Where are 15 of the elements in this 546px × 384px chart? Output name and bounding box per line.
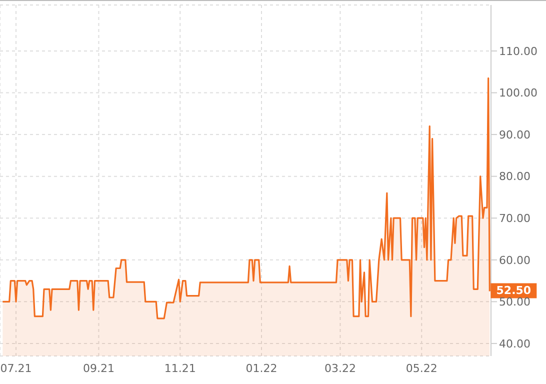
y-tick-label: 70.00: [499, 212, 530, 226]
annotation: 52.50: [496, 284, 532, 298]
y-tick-label: 60.00: [499, 254, 530, 267]
x-tick-label: 01.22: [246, 362, 278, 375]
y-tick-label: 40.00: [499, 337, 530, 350]
x-tick-label: 07.21: [0, 362, 32, 375]
y-tick-label: 90.00: [499, 128, 530, 142]
y-tick-label: 80.00: [499, 170, 530, 184]
y-tick-label: 100.00: [499, 86, 538, 100]
y-tick-label: 50.00: [499, 296, 530, 309]
y-tick-label: 110.00: [499, 44, 538, 58]
x-tick-label: 03.22: [324, 362, 356, 375]
x-tick-label: 11.21: [164, 362, 196, 375]
x-tick-label: 05.22: [406, 362, 438, 375]
x-tick-label: 09.21: [82, 362, 114, 375]
